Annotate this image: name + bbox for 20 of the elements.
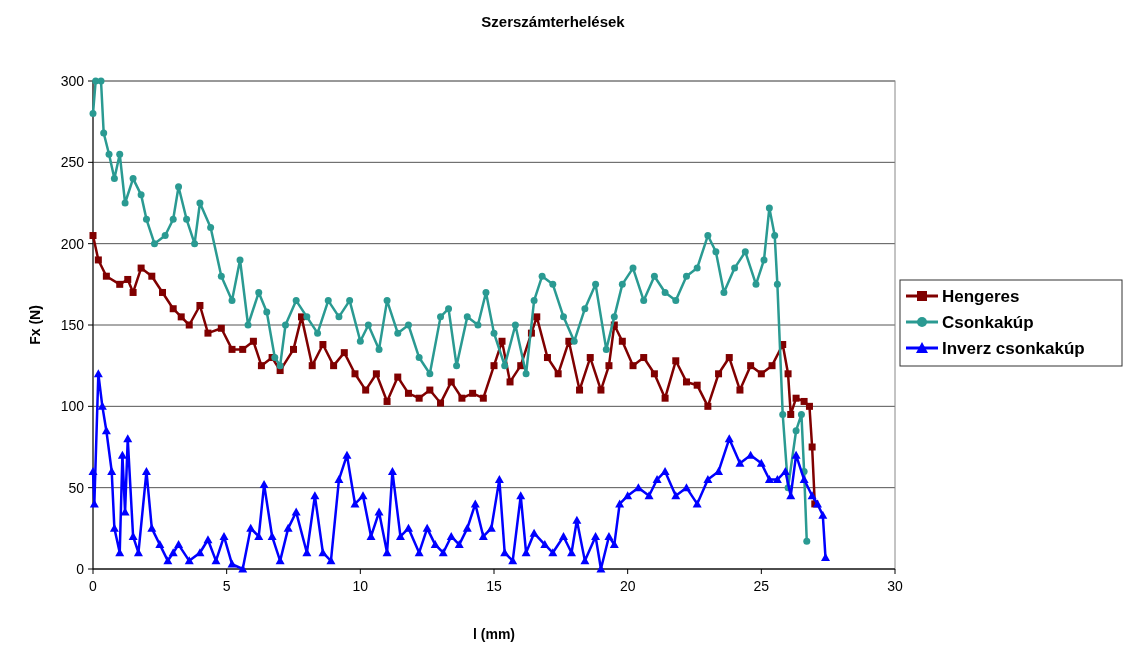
x-tick-label: 25: [753, 578, 770, 594]
y-tick-label: 50: [68, 479, 85, 496]
x-tick-label: 10: [352, 578, 369, 594]
y-tick-label: 150: [60, 317, 85, 333]
legend-label: Hengeres: [942, 287, 1020, 306]
x-tick-label: 5: [222, 578, 231, 594]
x-tick-label: 15: [486, 578, 502, 594]
x-tick-label: 0: [89, 578, 98, 594]
y-tick-label: 200: [60, 235, 85, 252]
x-axis-title: l (mm): [473, 626, 515, 642]
x-tick-label: 30: [887, 578, 903, 594]
y-axis-title: Fx (N): [27, 305, 43, 345]
legend-label: Csonkakúp: [942, 313, 1034, 332]
y-tick-label: 300: [60, 73, 85, 89]
y-tick-label: 250: [60, 154, 85, 171]
y-tick-label: 0: [76, 561, 85, 577]
x-tick-label: 20: [619, 578, 636, 594]
y-tick-label: 100: [60, 398, 85, 415]
chart-title: Szerszámterhelések: [481, 13, 626, 30]
legend-label: Inverz csonkakúp: [942, 339, 1085, 358]
